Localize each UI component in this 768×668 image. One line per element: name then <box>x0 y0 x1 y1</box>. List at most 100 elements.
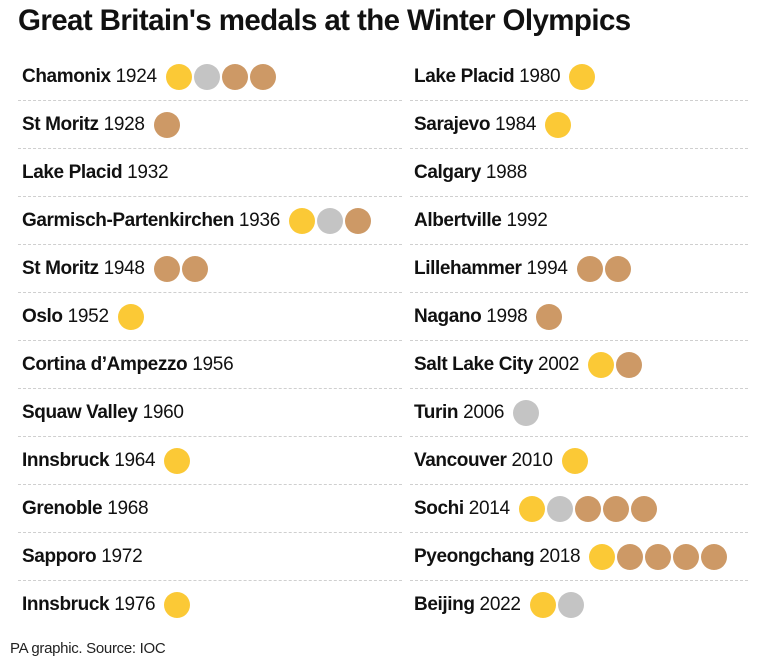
games-row: Grenoble 1968 <box>18 485 402 533</box>
games-year: 1972 <box>101 545 143 567</box>
venue-name: Vancouver <box>414 449 507 471</box>
bronze-medal-icon <box>616 351 643 378</box>
venue-name: Pyeongchang <box>414 545 535 567</box>
games-row: Sapporo 1972 <box>18 533 402 581</box>
medal-list <box>589 543 729 570</box>
venue-name: Calgary <box>414 161 481 183</box>
gold-medal-icon <box>518 495 545 522</box>
games-year: 1980 <box>519 65 561 87</box>
games-year: 1932 <box>127 161 169 183</box>
bronze-medal-icon <box>249 63 276 90</box>
venue-name: Lake Placid <box>22 161 123 183</box>
bronze-medal-icon <box>344 207 371 234</box>
games-year: 1992 <box>506 209 548 231</box>
venue-name: Grenoble <box>22 497 103 519</box>
venue-name: Oslo <box>22 305 63 327</box>
games-year: 1998 <box>486 305 528 327</box>
games-row: Vancouver 2010 <box>410 437 748 485</box>
silver-medal-icon <box>193 63 220 90</box>
games-year: 1924 <box>115 65 157 87</box>
games-row: Pyeongchang 2018 <box>410 533 748 581</box>
games-row: Albertville 1992 <box>410 197 748 245</box>
gold-medal-icon <box>569 63 596 90</box>
venue-name: Sapporo <box>22 545 97 567</box>
bronze-medal-icon <box>701 543 728 570</box>
games-row: Chamonix 1924 <box>18 53 402 101</box>
games-year: 1928 <box>103 113 145 135</box>
games-row: Turin 2006 <box>410 389 748 437</box>
bronze-medal-icon <box>536 303 563 330</box>
medal-list <box>164 447 192 474</box>
venue-name: Turin <box>414 401 459 423</box>
games-column-right: Lake Placid 1980 Sarajevo 1984 Calgary 1988 Al… <box>410 53 748 629</box>
medal-list <box>529 592 586 618</box>
games-year: 1968 <box>107 497 149 519</box>
source-credit: PA graphic. Source: IOC <box>10 640 166 657</box>
bronze-medal-icon <box>673 543 700 570</box>
bronze-medal-icon <box>153 255 180 282</box>
venue-name: Sarajevo <box>414 113 491 135</box>
venue-name: Beijing <box>414 594 475 615</box>
medal-list <box>588 351 644 378</box>
games-row: Sochi 2014 <box>410 485 748 533</box>
games-year: 1960 <box>142 401 184 423</box>
venue-name: Sochi <box>414 497 464 519</box>
games-row: St Moritz 1948 <box>18 245 402 293</box>
silver-medal-icon <box>316 207 343 234</box>
games-row: Nagano 1998 <box>410 293 748 341</box>
medal-list <box>576 255 633 282</box>
medal-list <box>153 111 182 138</box>
gold-medal-icon <box>588 351 615 378</box>
games-year: 1952 <box>67 305 109 327</box>
bronze-medal-icon <box>153 111 180 138</box>
bronze-medal-icon <box>645 543 672 570</box>
games-row: Lake Placid 1932 <box>18 149 402 197</box>
games-row: Cortina d’Ampezzo 1956 <box>18 341 402 389</box>
gold-medal-icon <box>165 63 192 90</box>
games-row: St Moritz 1928 <box>18 101 402 149</box>
games-row: Squaw Valley 1960 <box>18 389 402 437</box>
medal-list <box>153 255 210 282</box>
medal-list <box>569 63 597 90</box>
medal-list <box>561 447 590 474</box>
games-row: Innsbruck 1976 <box>18 581 402 629</box>
games-year: 2002 <box>538 353 580 375</box>
medal-list <box>288 207 373 234</box>
bronze-medal-icon <box>221 63 248 90</box>
silver-medal-icon <box>513 399 540 426</box>
games-row: Lillehammer 1994 <box>410 245 748 293</box>
venue-name: Cortina d’Ampezzo <box>22 353 188 375</box>
medal-list <box>545 111 573 138</box>
venue-name: Lillehammer <box>414 257 522 279</box>
medal-list <box>164 592 192 618</box>
medal-list <box>165 63 278 90</box>
games-year: 2018 <box>539 545 581 567</box>
medal-list <box>117 303 146 330</box>
venue-name: Garmisch-Partenkirchen <box>22 209 234 231</box>
gold-medal-icon <box>529 592 556 618</box>
games-year: 2014 <box>468 497 510 519</box>
bronze-medal-icon <box>181 255 208 282</box>
venue-name: Innsbruck <box>22 449 110 471</box>
gold-medal-icon <box>164 592 191 618</box>
bronze-medal-icon <box>604 255 631 282</box>
games-year: 2010 <box>511 449 553 471</box>
games-year: 1956 <box>192 353 234 375</box>
venue-name: Squaw Valley <box>22 401 138 423</box>
bronze-medal-icon <box>630 495 657 522</box>
medal-list <box>518 495 659 522</box>
silver-medal-icon <box>546 495 573 522</box>
venue-name: Albertville <box>414 209 502 231</box>
gold-medal-icon <box>117 303 144 330</box>
games-row: Garmisch-Partenkirchen 1936 <box>18 197 402 245</box>
games-row: Salt Lake City 2002 <box>410 341 748 389</box>
games-year: 1964 <box>114 449 156 471</box>
games-year: 2022 <box>479 594 521 615</box>
silver-medal-icon <box>557 592 584 618</box>
bronze-medal-icon <box>576 255 603 282</box>
venue-name: Lake Placid <box>414 65 515 87</box>
venue-name: Nagano <box>414 305 482 327</box>
venue-name: Salt Lake City <box>414 353 534 375</box>
games-row: Sarajevo 1984 <box>410 101 748 149</box>
chart-title: Great Britain's medals at the Winter Oly… <box>18 4 631 37</box>
